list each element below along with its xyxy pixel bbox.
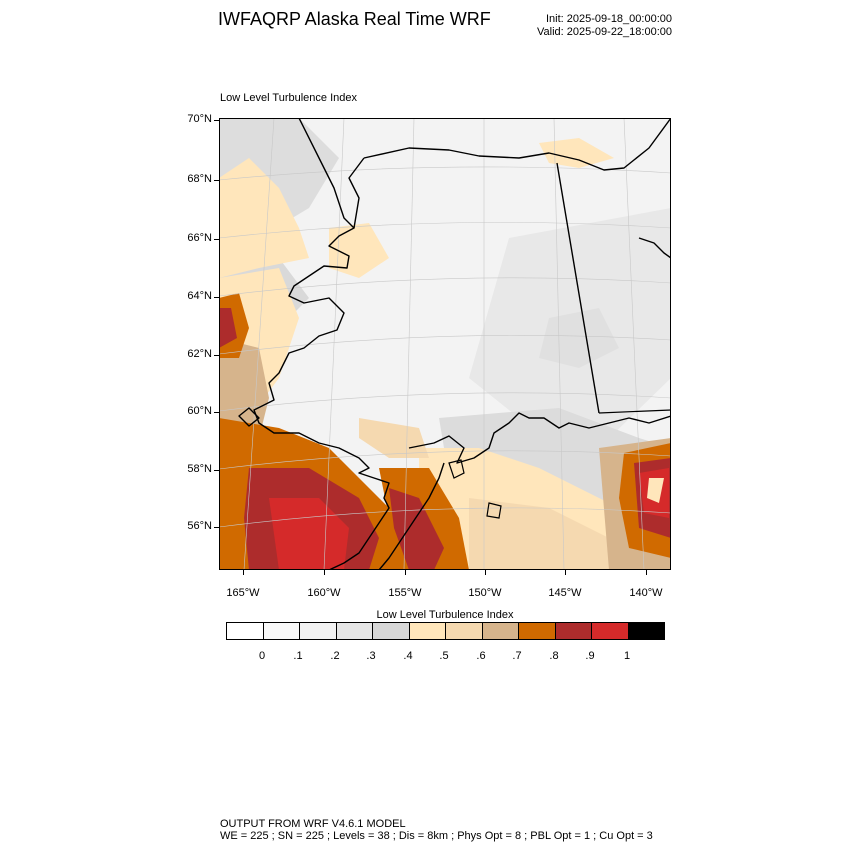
colorbar-tick-label: .2 [330, 650, 340, 662]
colorbar-swatch [409, 623, 446, 639]
lat-tick [214, 470, 219, 471]
init-time: Init: 2025-09-18_00:00:00 [546, 13, 672, 25]
lat-tick [214, 239, 219, 240]
island-kodiak [448, 459, 465, 479]
colorbar-title: Low Level Turbulence Index [376, 609, 514, 621]
footer-config-line: WE = 225 ; SN = 225 ; Levels = 38 ; Dis … [220, 830, 653, 842]
map-plot [219, 118, 671, 570]
lon-label-145: 145°W [548, 587, 582, 599]
turbulence-field [219, 118, 671, 570]
lon-tick [324, 570, 325, 575]
colorbar-tick-label: .1 [293, 650, 303, 662]
lat-label-64: 64°N [187, 290, 212, 302]
colorbar-swatch [592, 623, 629, 639]
lat-tick [214, 527, 219, 528]
colorbar-swatch [336, 623, 373, 639]
lat-label-70: 70°N [187, 113, 212, 125]
field-cream-north-slope [539, 138, 614, 168]
model-footer: OUTPUT FROM WRF V4.6.1 MODEL WE = 225 ; … [220, 818, 653, 842]
colorbar-swatch [555, 623, 592, 639]
lon-tick [485, 570, 486, 575]
colorbar-tick-label: 0 [258, 650, 266, 662]
lat-tick [214, 412, 219, 413]
colorbar-swatch [519, 623, 556, 639]
graticule [219, 118, 671, 570]
canada-border [556, 162, 600, 414]
lon-tick [243, 570, 244, 575]
field-darkred-peninsula [389, 488, 444, 570]
colorbar-tick-label: .6 [476, 650, 486, 662]
field-darkred-northwest-coast [219, 308, 237, 348]
colorbar-swatch [628, 623, 664, 639]
lon-tick [646, 570, 647, 575]
lat-tick [214, 297, 219, 298]
coastline [238, 118, 671, 570]
field-red-southwest [269, 498, 349, 570]
colorbar-tick-label: .3 [366, 650, 376, 662]
colorbar-tick-label: .4 [403, 650, 413, 662]
lat-tick [214, 355, 219, 356]
field-tan-south [469, 498, 619, 570]
footer-model-line: OUTPUT FROM WRF V4.6.1 MODEL [220, 818, 406, 830]
lon-label-160: 160°W [307, 587, 341, 599]
lat-label-66: 66°N [187, 232, 212, 244]
island-small [486, 502, 502, 519]
colorbar-tick-label: .9 [585, 650, 595, 662]
lon-label-140: 140°W [629, 587, 663, 599]
lon-label-150: 150°W [468, 587, 502, 599]
field-cream-northwest [219, 158, 309, 278]
run-info: Init: 2025-09-18_00:00:00 Valid: 2025-09… [537, 13, 672, 39]
colorbar-tick-label: .5 [439, 650, 449, 662]
colorbar-tick-label: .8 [549, 650, 559, 662]
valid-time: Valid: 2025-09-22_18:00:00 [537, 26, 672, 38]
field-cream-southeast-core [647, 478, 664, 503]
lon-tick [405, 570, 406, 575]
colorbar [226, 622, 665, 640]
colorbar-tick-label: .7 [512, 650, 522, 662]
panel-title: Low Level Turbulence Index [220, 92, 357, 104]
main-title: IWFAQRP Alaska Real Time WRF [218, 9, 491, 29]
colorbar-swatch [373, 623, 410, 639]
colorbar-swatch [446, 623, 483, 639]
colorbar-tick-label: 1 [623, 650, 631, 662]
lat-tick [214, 180, 219, 181]
lat-tick [214, 120, 219, 121]
lat-label-68: 68°N [187, 173, 212, 185]
lat-label-58: 58°N [187, 463, 212, 475]
colorbar-swatch [482, 623, 519, 639]
lon-tick [565, 570, 566, 575]
lon-label-155: 155°W [388, 587, 422, 599]
colorbar-swatch [263, 623, 300, 639]
canada-border-south [598, 409, 671, 414]
lat-label-60: 60°N [187, 405, 212, 417]
lat-label-62: 62°N [187, 348, 212, 360]
lon-label-165: 165°W [226, 587, 260, 599]
colorbar-swatch [227, 623, 264, 639]
field-cream-seward [329, 223, 389, 278]
colorbar-swatch [300, 623, 337, 639]
lat-label-56: 56°N [187, 520, 212, 532]
